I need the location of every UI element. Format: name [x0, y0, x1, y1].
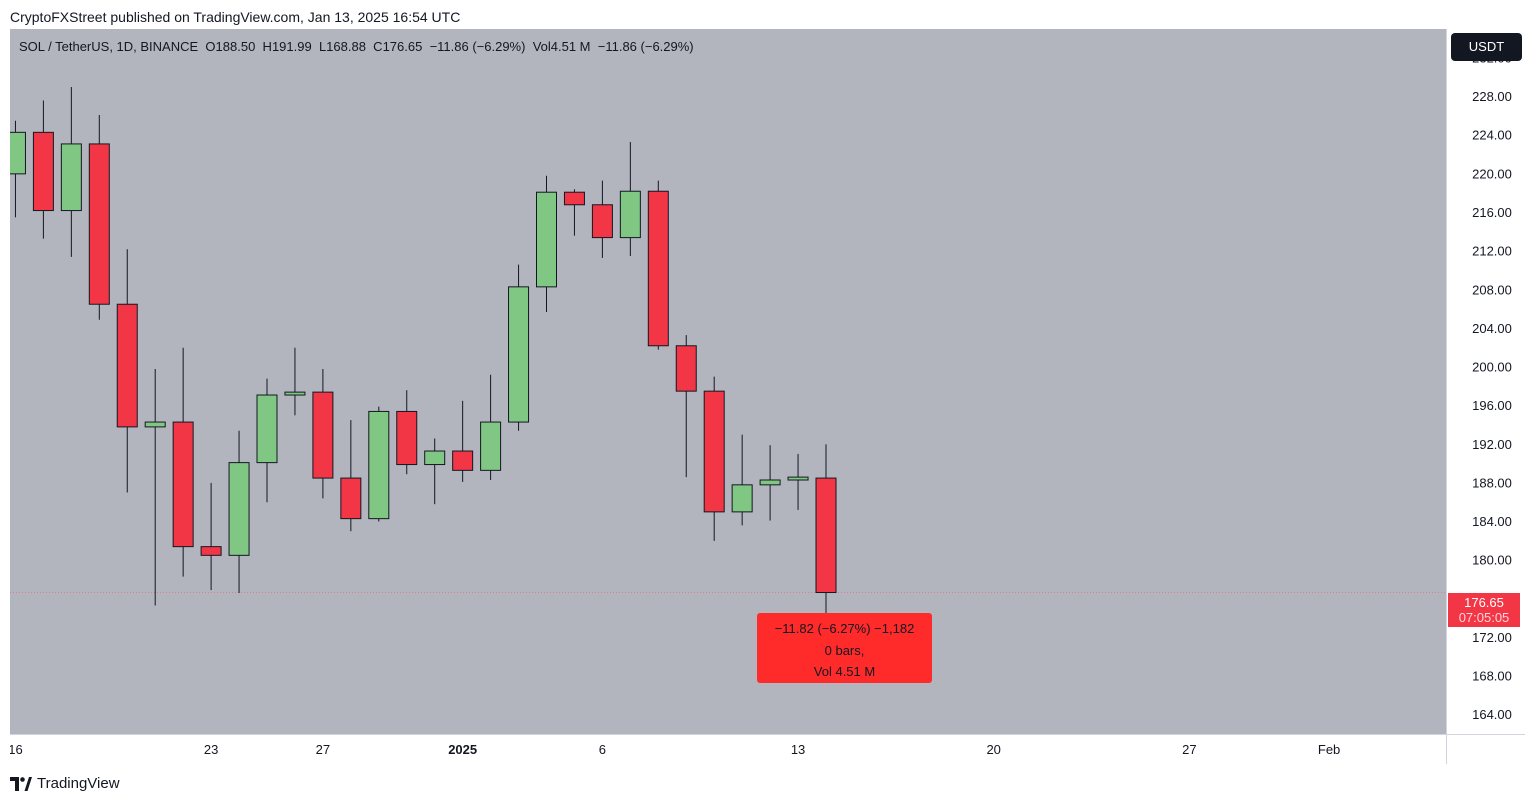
date-tick-label: 27 — [316, 742, 330, 757]
candle-down — [116, 303, 138, 428]
ohlc-legend: SOL / TetherUS, 1D, BINANCE O188.50 H191… — [19, 39, 694, 54]
candle-down — [312, 391, 334, 479]
price-tick-label: 224.00 — [1472, 128, 1512, 143]
bar-countdown: 07:05:05 — [1458, 610, 1510, 625]
legend-high-label: H — [262, 39, 272, 54]
candle-down — [591, 204, 613, 239]
last-price-value: 176.65 — [1464, 595, 1504, 610]
legend-symbol: SOL / TetherUS, 1D, BINANCE — [19, 39, 199, 54]
price-tick-label: 164.00 — [1472, 707, 1512, 722]
last-price-tag: 176.65 07:05:05 — [1448, 593, 1520, 627]
candle-down — [675, 345, 697, 392]
tradingview-brand[interactable]: TradingView — [10, 775, 120, 792]
candle-down — [815, 477, 837, 594]
legend-low: 168.88 — [326, 39, 366, 54]
candle-up — [144, 421, 166, 428]
candle-up — [480, 421, 502, 471]
candle-down — [32, 131, 54, 212]
legend-volume: 4.51 M — [550, 39, 591, 54]
candle-up — [368, 410, 390, 520]
candle-up — [10, 131, 26, 175]
tooltip-volume: Vol 4.51 M — [813, 664, 876, 679]
legend-volume-label: Vol — [532, 39, 551, 54]
price-tick-label: 208.00 — [1472, 282, 1512, 297]
candle-up — [256, 394, 278, 464]
candle-up — [508, 286, 530, 423]
candle-up — [284, 391, 306, 396]
price-tick-label: 168.00 — [1472, 669, 1512, 684]
legend-low-label: L — [318, 39, 327, 54]
tooltip-bars: 0 bars, — [824, 642, 865, 658]
legend-volume-change: −11.86 (−6.29%) — [597, 39, 694, 54]
price-tick-label: 220.00 — [1472, 166, 1512, 181]
candle-up — [424, 450, 446, 466]
candle-down — [647, 190, 669, 347]
brand-name: TradingView — [37, 775, 120, 792]
legend-open: 188.50 — [215, 39, 256, 54]
tradingview-logo-icon — [10, 776, 32, 791]
date-tick-label: 6 — [599, 742, 606, 757]
candle-up — [60, 143, 82, 212]
candle-up — [536, 191, 557, 288]
price-tick-label: 228.00 — [1472, 89, 1512, 104]
candle-up — [619, 190, 641, 239]
legend-open-label: O — [205, 39, 216, 54]
date-tick-label: 2025 — [448, 742, 477, 757]
candle-up — [731, 484, 753, 513]
price-tick-label: 180.00 — [1472, 553, 1512, 568]
candle-up — [787, 476, 809, 481]
candle-down — [703, 390, 725, 513]
candle-down — [563, 191, 585, 206]
legend-change: −11.86 (−6.29%) — [429, 39, 526, 54]
price-tick-label: 216.00 — [1472, 205, 1512, 220]
price-tick-label: 212.00 — [1472, 244, 1512, 259]
candle-down — [88, 143, 110, 305]
candle-down — [200, 546, 222, 556]
time-scale — [10, 734, 1525, 764]
candle-up — [228, 462, 250, 556]
price-tick-label: 192.00 — [1472, 437, 1512, 452]
legend-high: 191.99 — [271, 39, 312, 54]
tooltip-change: −11.82 (−6.27%) −1,182 — [774, 621, 915, 636]
candle-down — [452, 450, 474, 471]
date-tick-label: 27 — [1182, 742, 1196, 757]
date-tick-label: 20 — [986, 742, 1000, 757]
legend-close-label: C — [373, 39, 383, 54]
date-tick-label: Feb — [1318, 742, 1340, 757]
price-tick-label: 184.00 — [1472, 514, 1512, 529]
publisher-line: CryptoFXStreet published on TradingView.… — [10, 9, 461, 25]
measure-tooltip: −11.82 (−6.27%) −1,182 0 bars, Vol 4.51 … — [757, 613, 932, 683]
candle-down — [172, 421, 194, 548]
date-tick-label: 16 — [10, 742, 23, 757]
price-tick-label: 196.00 — [1472, 398, 1512, 413]
currency-button[interactable]: USDT — [1451, 33, 1522, 61]
candle-down — [396, 410, 418, 466]
plot-area — [10, 29, 1446, 734]
price-tick-label: 188.00 — [1472, 475, 1512, 490]
price-tick-label: 172.00 — [1472, 630, 1512, 645]
price-tick-label: 200.00 — [1472, 360, 1512, 375]
legend-close: 176.65 — [382, 39, 423, 54]
candle-up — [759, 479, 781, 486]
candle-down — [340, 477, 362, 520]
date-tick-label: 23 — [204, 742, 218, 757]
price-tick-label: 204.00 — [1472, 321, 1512, 336]
date-tick-label: 13 — [791, 742, 805, 757]
